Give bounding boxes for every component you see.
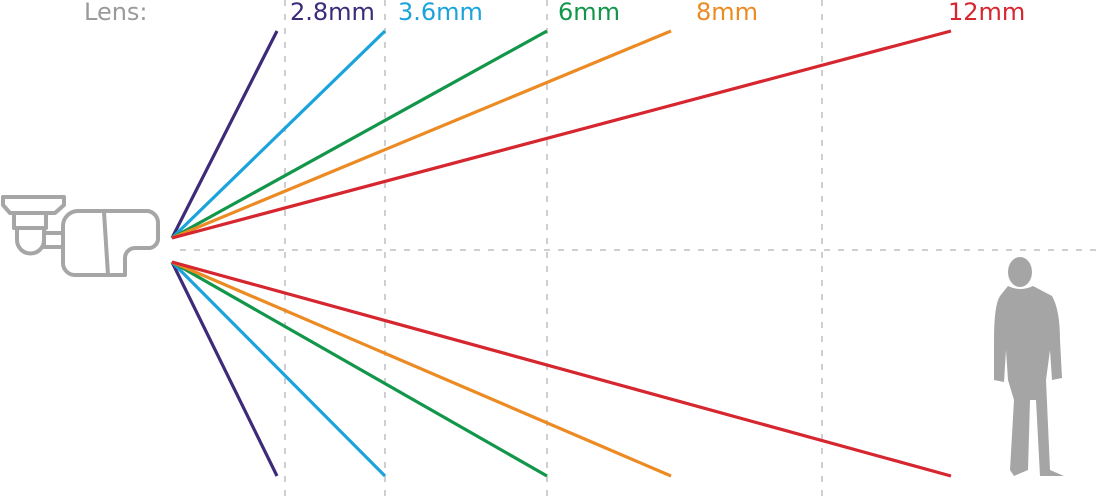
upper-ray-8mm — [171, 29, 672, 240]
upper-ray-2.8mm — [170, 30, 279, 239]
upper-ray-12mm — [171, 29, 952, 240]
lens-label: 6mm — [558, 0, 620, 26]
upper-ray-6mm — [171, 29, 548, 240]
lower-ray-12mm — [171, 260, 952, 478]
lower-ray-3.6mm — [170, 260, 387, 478]
guide-lines — [180, 0, 1100, 497]
lens-label: 8mm — [696, 0, 758, 26]
lens-label: 3.6mm — [398, 0, 483, 26]
lens-title: Lens: — [84, 0, 148, 26]
lens-label: 2.8mm — [290, 0, 375, 26]
upper-ray-3.6mm — [170, 29, 387, 240]
lower-ray-2.8mm — [170, 261, 279, 477]
lens-label: 12mm — [948, 0, 1025, 26]
lower-ray-8mm — [171, 260, 672, 478]
lower-ray-6mm — [171, 260, 548, 478]
person-silhouette-icon — [994, 257, 1064, 476]
bullet-camera-icon — [1, 195, 161, 277]
